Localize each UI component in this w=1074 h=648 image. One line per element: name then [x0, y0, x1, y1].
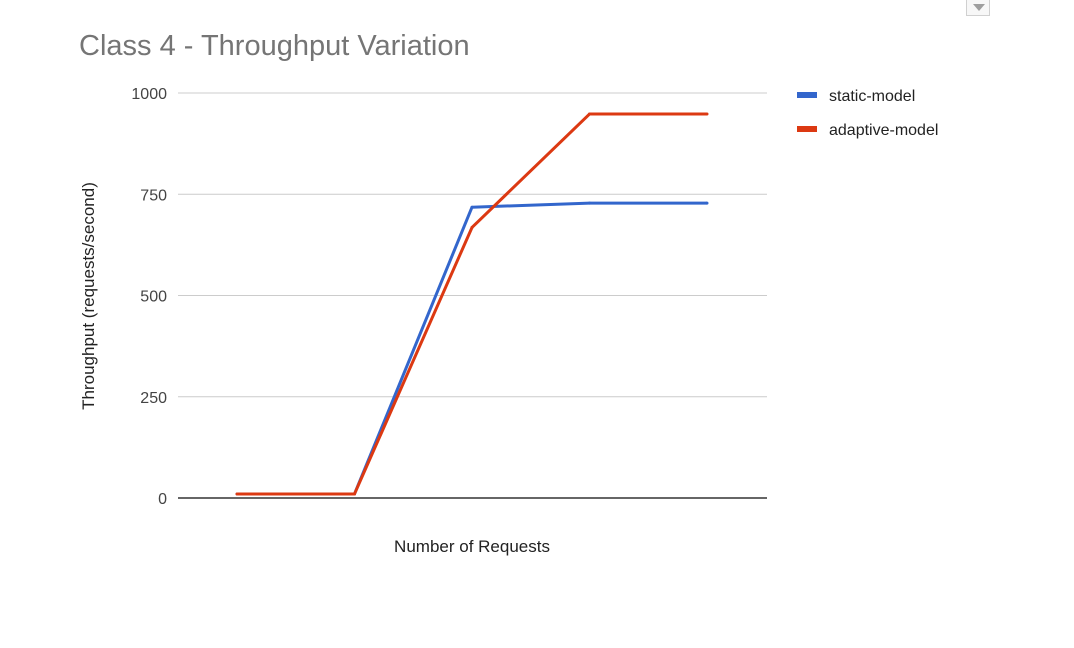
y-axis-ticks: 0 250 500 750 1000 [131, 86, 167, 508]
chevron-down-icon [973, 4, 985, 11]
data-point-static-model-2[interactable] [470, 205, 474, 209]
gridlines [178, 92, 767, 398]
legend-label-adaptive-model[interactable]: adaptive-model [829, 122, 938, 139]
chart-title: Class 4 - Throughput Variation [79, 30, 470, 62]
series-lines [235, 112, 709, 496]
data-point-adaptive-model-1[interactable] [353, 492, 356, 496]
y-tick-label-0: 0 [158, 491, 167, 508]
data-point-adaptive-model-0[interactable] [235, 492, 239, 496]
data-point-adaptive-model-4[interactable] [705, 112, 709, 116]
legend-label-static-model[interactable]: static-model [829, 88, 915, 105]
data-point-static-model-4[interactable] [705, 201, 709, 205]
y-axis-title: Throughput (requests/second) [79, 182, 98, 410]
legend-swatch-adaptive-model [797, 126, 817, 132]
y-tick-label-750: 750 [140, 187, 167, 204]
y-tick-label-500: 500 [140, 289, 167, 306]
x-axis-title: Number of Requests [394, 537, 550, 556]
y-tick-label-1000: 1000 [131, 86, 167, 103]
legend-swatch-static-model [797, 92, 817, 98]
data-point-adaptive-model-2[interactable] [470, 225, 474, 229]
data-point-adaptive-model-3[interactable] [588, 112, 591, 116]
legend: static-model adaptive-model [797, 88, 938, 139]
data-point-static-model-3[interactable] [588, 201, 591, 205]
chart-menu-button[interactable] [966, 0, 990, 16]
series-line-adaptive-model[interactable] [237, 112, 707, 496]
series-line-static-model[interactable] [237, 201, 707, 496]
y-tick-label-250: 250 [140, 390, 167, 407]
